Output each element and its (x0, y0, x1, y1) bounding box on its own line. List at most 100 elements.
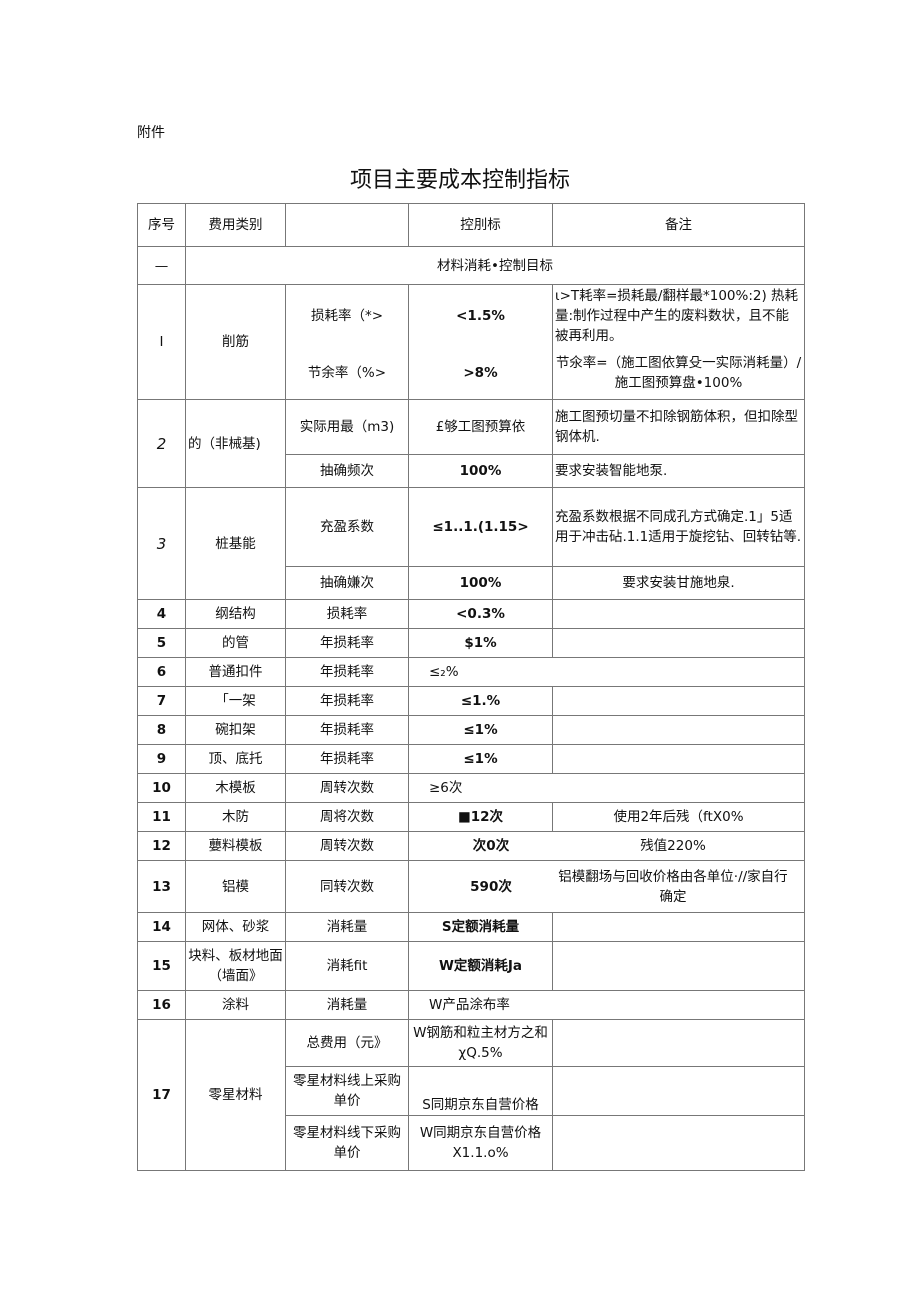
row-value: <0.3% (408, 599, 553, 629)
row-note (552, 628, 805, 658)
table-row: 零星材料线下采购单价 W同期京东自营价格X1.1.o% (138, 1115, 805, 1171)
row-value: 590次 (470, 878, 512, 895)
table-row: 15 块料、板材地面（墙面》 消耗fit W定额消耗Ja (137, 941, 805, 991)
row-no: I (137, 284, 186, 400)
table-row: 7 「一架 年损耗率 ≤1.% (137, 686, 805, 716)
row-note (552, 715, 805, 745)
row-item: 周转次数 (285, 773, 409, 803)
row-value: 次0次 (472, 838, 510, 854)
row-category: 顶、底托 (185, 744, 286, 774)
table-row: 11 木防 周将次数 ■12次 使用2年后残（ftX0% (137, 802, 805, 832)
row-value-note: 次0次 残值220% (408, 831, 805, 861)
table-row: 抽确频次 100% 要求安装智能地泵. (138, 454, 805, 488)
row-no: 3 (137, 487, 186, 600)
table-row: 零星材料线上采购单价 S同期京东自营价格 (138, 1066, 805, 1116)
cost-control-table: 序号 费用类别 控刖标 备注 — 材料消耗•控制目标 I 削筋 损耗率（*> <… (137, 203, 805, 1171)
row-value: ≤1% (408, 744, 553, 774)
row-category: 块料、板材地面（墙面》 (185, 941, 286, 991)
row-item: 节余率（%> (285, 346, 409, 400)
row-value: <1.5% (408, 284, 553, 347)
header-cell: 备注 (552, 203, 805, 247)
row-item: 损耗率（*> (285, 284, 409, 347)
row-no: 9 (137, 744, 186, 774)
row-item: 零星材料线下采购单价 (285, 1115, 409, 1171)
row-value: >8% (408, 346, 553, 400)
row-note: 要求安装甘施地泉. (552, 566, 805, 600)
row-note (552, 941, 805, 991)
row-category: 铝模 (185, 860, 286, 913)
row-no: 10 (137, 773, 186, 803)
row-note: 节氽率=（施工图依算殳一实际消耗量）/施工图预算盘•100% (552, 346, 805, 400)
table-row: I 削筋 损耗率（*> <1.5% ι>T耗率=损耗最/翻样最*100%:2) … (137, 284, 805, 400)
row-no: 8 (137, 715, 186, 745)
row-no: 14 (137, 912, 186, 942)
row-item: 抽确频次 (285, 454, 409, 488)
row-item: 周转次数 (285, 831, 409, 861)
row-no: 17 (137, 1019, 186, 1171)
table-row: 13 铝模 同转次数 590次 铝模翻场与回收价格由各单位·//家自行确定 (137, 860, 805, 913)
row-no: 13 (137, 860, 186, 913)
row-value: ■12次 (408, 802, 553, 832)
row-category: 桩基能 (185, 487, 286, 600)
row-item: 消耗量 (285, 990, 409, 1020)
row-note (552, 686, 805, 716)
row-item: 消耗量 (285, 912, 409, 942)
row-value-note: ≤₂% (408, 657, 805, 687)
row-category: 碗扣架 (185, 715, 286, 745)
row-no: 15 (137, 941, 186, 991)
header-cell: 费用类别 (185, 203, 286, 247)
row-item: 周将次数 (285, 802, 409, 832)
row-no: 12 (137, 831, 186, 861)
row-note: 充盈系数根据不同成孔方式确定.1」5适用于冲击砧.1.1适用于旋挖钻、回转钻等. (552, 487, 805, 567)
simple-rows: 4 纲结构 损耗率 <0.3% 5 的管 年损耗率 $1% 6 普通扣件 年损耗率 ≤₂% 7 「一架 年损… (137, 599, 805, 1020)
row-value: ≤1% (408, 715, 553, 745)
table-row: 16 涂料 消耗量 W产品涂布率 (137, 990, 805, 1020)
row-value: S同期京东自营价格 (408, 1066, 553, 1116)
row-item: 年损耗率 (285, 744, 409, 774)
row-item: 年损耗率 (285, 715, 409, 745)
row-value: W钢筋和粒主材方之和χQ.5% (408, 1019, 553, 1067)
row-value: S定额消耗量 (408, 912, 553, 942)
table-row: 3 桩基能 充盈系数 ≤1..1.(1.15> 充盈系数根据不同成孔方式确定.1… (137, 487, 805, 600)
row-note (552, 1066, 805, 1116)
header-cell (285, 203, 409, 247)
row-item: 抽确嫌次 (285, 566, 409, 600)
row-value: ≤1..1.(1.15> (408, 487, 553, 567)
table-row: 4 纲结构 损耗率 <0.3% (137, 599, 805, 629)
row-no: 2 (137, 399, 186, 488)
row-note: 残值220% (640, 838, 706, 854)
row-value-note: ≥6次 (408, 773, 805, 803)
row-note: 铝模翻场与回收价格由各单位·//家自行确定 (558, 868, 788, 905)
table-row: 6 普通扣件 年损耗率 ≤₂% (137, 657, 805, 687)
row-note (552, 1115, 805, 1171)
section-no: — (137, 246, 186, 285)
row-note (552, 1019, 805, 1067)
row-note (552, 599, 805, 629)
table-row: 5 的管 年损耗率 $1% (137, 628, 805, 658)
table-row: 节余率（%> >8% 节氽率=（施工图依算殳一实际消耗量）/施工图预算盘•100… (138, 346, 805, 400)
row-item: 年损耗率 (285, 686, 409, 716)
row-note: 使用2年后残（ftX0% (552, 802, 805, 832)
row-category: 木模板 (185, 773, 286, 803)
row-category: 普通扣件 (185, 657, 286, 687)
row-no: 11 (137, 802, 186, 832)
row-item: 消耗fit (285, 941, 409, 991)
row-note: 要求安装智能地泵. (552, 454, 805, 488)
row-no: 7 (137, 686, 186, 716)
row-no: 6 (137, 657, 186, 687)
row-item: 年损耗率 (285, 628, 409, 658)
row-item: 损耗率 (285, 599, 409, 629)
row-item: 总费用（元》 (285, 1019, 409, 1067)
row-value-note: 590次 铝模翻场与回收价格由各单位·//家自行确定 (408, 860, 805, 913)
header-cell: 控刖标 (408, 203, 553, 247)
row-item: 年损耗率 (285, 657, 409, 687)
table-row: 14 网体、砂浆 消耗量 S定额消耗量 (137, 912, 805, 942)
row-category: 零星材料 (185, 1019, 286, 1171)
row-category: 削筋 (185, 284, 286, 400)
row-category: 「一架 (185, 686, 286, 716)
row-category: 的（非械基) (185, 399, 286, 488)
row-item: 充盈系数 (285, 487, 409, 567)
row-no: 16 (137, 990, 186, 1020)
row-note (552, 912, 805, 942)
row-value: ≤1.% (408, 686, 553, 716)
